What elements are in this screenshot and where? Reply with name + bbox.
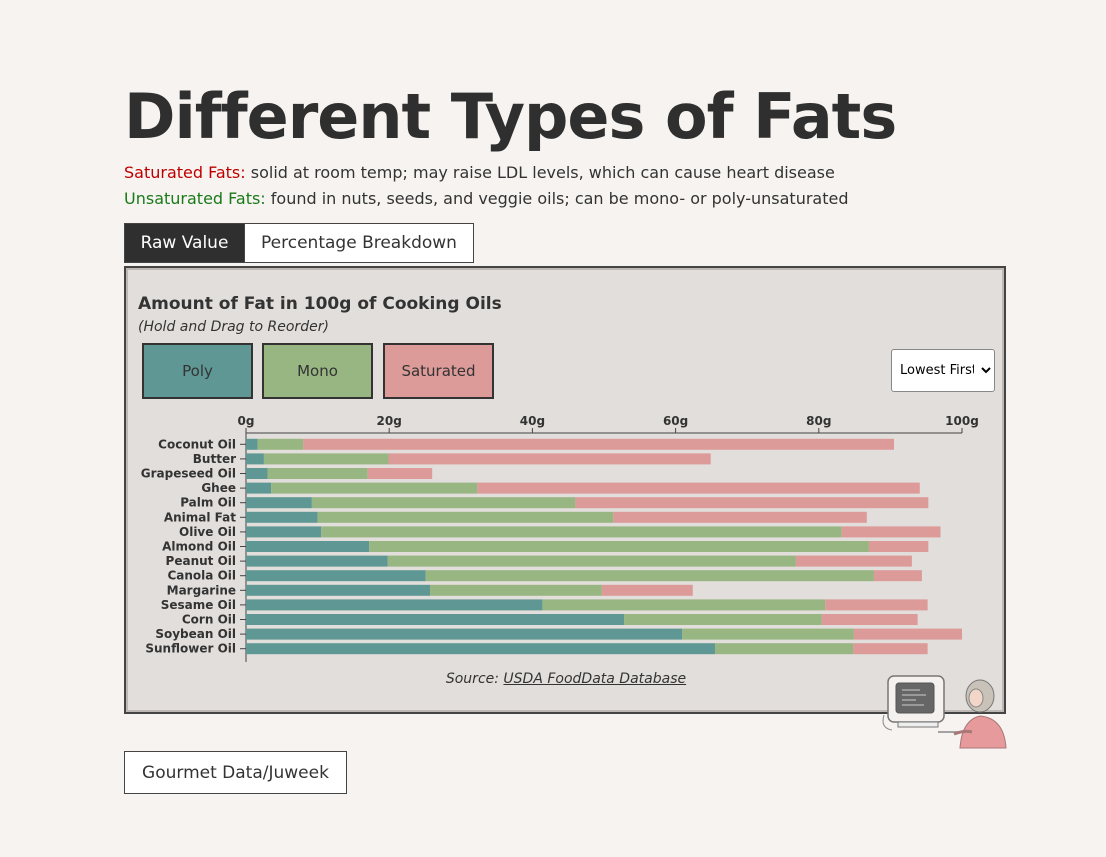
category-label: Peanut Oil [166,554,236,568]
category-label: Sesame Oil [161,598,236,612]
category-label: Sunflower Oil [145,642,236,656]
bar-mono-soybean-oil[interactable] [682,628,854,640]
bar-saturated-almond-oil[interactable] [868,541,929,552]
bar-poly-coconut-oil[interactable] [246,438,258,450]
bar-mono-animal-fat[interactable] [317,511,614,523]
bar-mono-sunflower-oil[interactable] [714,643,854,655]
bar-mono-coconut-oil[interactable] [257,438,304,450]
unsaturated-text: found in nuts, seeds, and veggie oils; c… [265,189,849,208]
bar-saturated-canola-oil[interactable] [873,570,922,582]
category-label: Animal Fat [164,510,236,524]
page-title: Different Types of Fats [124,80,897,153]
unsaturated-description: Unsaturated Fats: found in nuts, seeds, … [124,189,849,208]
bar-poly-animal-fat[interactable] [246,511,318,523]
bar-saturated-sesame-oil[interactable] [825,599,928,611]
category-label: Ghee [201,481,236,495]
bar-poly-canola-oil[interactable] [246,570,426,582]
category-label: Palm Oil [180,496,236,510]
bar-poly-margarine[interactable] [246,584,431,596]
bar-poly-butter[interactable] [246,453,264,465]
bar-mono-corn-oil[interactable] [624,614,822,625]
bar-mono-grapeseed-oil[interactable] [267,468,368,479]
category-label: Margarine [167,583,236,597]
saturated-description: Saturated Fats: solid at room temp; may … [124,163,835,182]
bar-mono-olive-oil[interactable] [321,526,842,538]
legend-mono-button[interactable]: Mono [262,343,373,399]
source-link[interactable]: USDA FoodData Database [503,671,687,687]
view-tabs: Raw Value Percentage Breakdown [124,223,474,263]
unsaturated-label: Unsaturated Fats: [124,189,266,208]
bar-saturated-peanut-oil[interactable] [795,555,912,567]
source-prefix: Source: [445,671,504,687]
x-tick-label: 40g [520,414,545,428]
chart-panel: Amount of Fat in 100g of Cooking Oils (H… [124,266,1006,714]
tab-percentage-breakdown[interactable]: Percentage Breakdown [245,223,474,263]
x-tick-label: 20g [377,414,402,428]
bar-saturated-soybean-oil[interactable] [853,628,962,640]
bar-saturated-palm-oil[interactable] [575,497,929,509]
chart-title: Amount of Fat in 100g of Cooking Oils [138,294,502,314]
category-label: Butter [193,452,236,466]
bar-saturated-corn-oil[interactable] [821,614,918,625]
bar-mono-peanut-oil[interactable] [387,555,796,567]
category-label: Almond Oil [162,540,236,554]
bar-saturated-butter[interactable] [388,453,711,465]
saturated-label: Saturated Fats: [124,163,246,182]
bar-saturated-sunflower-oil[interactable] [853,643,928,655]
bar-poly-sunflower-oil[interactable] [246,643,715,655]
bar-saturated-coconut-oil[interactable] [303,438,894,450]
category-label: Canola Oil [167,569,236,583]
source-line: Source: USDA FoodData Database [126,671,1006,687]
stacked-bar-chart: 0g 20g 40g 60g 80g 100g Coconut OilButterGrape… [141,414,979,662]
bar-saturated-ghee[interactable] [477,482,920,494]
bar-mono-palm-oil[interactable] [311,497,576,509]
bar-poly-soybean-oil[interactable] [246,628,683,640]
bar-saturated-olive-oil[interactable] [841,526,941,538]
bar-poly-palm-oil[interactable] [246,497,312,509]
bar-mono-margarine[interactable] [430,584,602,596]
bar-poly-grapeseed-oil[interactable] [246,468,268,479]
x-tick-label: 60g [663,414,688,428]
x-tick-label: 80g [806,414,831,428]
chart-subtitle: (Hold and Drag to Reorder) [138,319,329,335]
person-at-computer-illustration [882,675,1007,749]
bar-poly-almond-oil[interactable] [246,541,370,552]
category-label: Coconut Oil [158,437,236,451]
credit-label: Gourmet Data/Juweek [124,751,347,794]
category-label: Corn Oil [182,613,236,627]
bar-poly-ghee[interactable] [246,482,272,494]
bar-poly-corn-oil[interactable] [246,614,625,625]
saturated-text: solid at room temp; may raise LDL levels… [245,163,835,182]
category-label: Olive Oil [179,525,236,539]
x-tick-label: 0g [238,414,255,428]
tab-raw-value[interactable]: Raw Value [124,223,245,263]
bar-saturated-animal-fat[interactable] [613,511,867,523]
category-label: Grapeseed Oil [141,467,236,481]
bar-poly-olive-oil[interactable] [246,526,322,538]
category-label: Soybean Oil [155,627,236,641]
sort-order-select[interactable]: Lowest First [891,349,995,392]
bar-mono-sesame-oil[interactable] [542,599,826,611]
bar-mono-butter[interactable] [263,453,389,465]
bar-mono-canola-oil[interactable] [425,570,874,582]
bar-saturated-grapeseed-oil[interactable] [367,468,433,479]
bar-poly-peanut-oil[interactable] [246,555,388,567]
legend-poly-button[interactable]: Poly [142,343,253,399]
legend-saturated-button[interactable]: Saturated [383,343,494,399]
bar-poly-sesame-oil[interactable] [246,599,543,611]
bar-mono-ghee[interactable] [271,482,478,494]
x-tick-label: 100g [945,414,979,428]
bar-mono-almond-oil[interactable] [369,541,869,552]
bar-saturated-margarine[interactable] [601,584,693,596]
